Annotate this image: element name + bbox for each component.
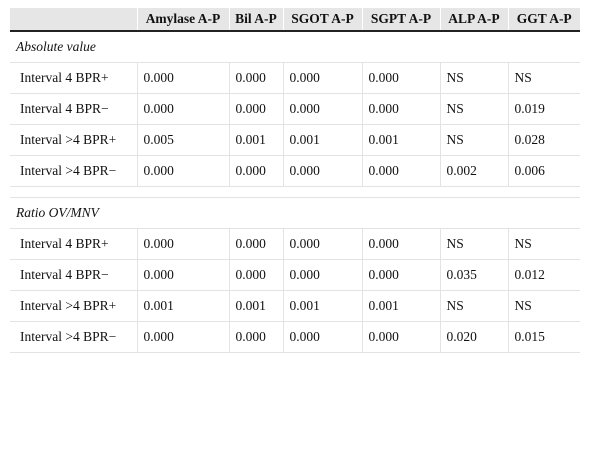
row-label: Interval 4 BPR− bbox=[20, 267, 109, 282]
data-row: Interval 4 BPR− 0.000 0.000 0.000 0.000 0.035… bbox=[10, 259, 580, 291]
value-cell: 0.006 bbox=[508, 155, 580, 187]
column-header: Bil A-P bbox=[229, 8, 284, 32]
value-cell: 0.001 bbox=[137, 290, 230, 322]
value-cell: 0.000 bbox=[137, 155, 230, 187]
section-title: Ratio OV/MNV bbox=[10, 197, 580, 229]
value-cell: 0.000 bbox=[137, 228, 230, 260]
value-cell: 0.000 bbox=[283, 321, 363, 353]
row-label: Interval 4 BPR− bbox=[20, 101, 109, 116]
value-cell: 0.035 bbox=[440, 259, 509, 291]
section-row: Ratio OV/MNV bbox=[10, 197, 580, 229]
data-row: Interval >4 BPR− 0.000 0.000 0.000 0.000 0.00… bbox=[10, 155, 580, 187]
value-cell: 0.000 bbox=[362, 155, 441, 187]
value-cell: 0.001 bbox=[283, 290, 363, 322]
data-row: Interval 4 BPR+ 0.000 0.000 0.000 0.000 NS NS bbox=[10, 62, 580, 94]
row-label-cell: Interval 4 BPR− bbox=[10, 259, 138, 291]
column-header: SGOT A-P bbox=[283, 8, 363, 32]
row-label: Interval >4 BPR− bbox=[20, 329, 117, 344]
data-table: Amylase A-P Bil A-P SGOT A-P SGPT A-P ALP A-… bbox=[10, 8, 580, 353]
column-header: GGT A-P bbox=[508, 8, 580, 32]
value-cell: 0.019 bbox=[508, 93, 580, 125]
value-cell: 0.000 bbox=[283, 228, 363, 260]
data-row: Interval >4 BPR+ 0.005 0.001 0.001 0.001 NS 0.… bbox=[10, 124, 580, 156]
row-label-cell: Interval 4 BPR+ bbox=[10, 228, 138, 260]
value-cell: 0.005 bbox=[137, 124, 230, 156]
value-cell: 0.020 bbox=[440, 321, 509, 353]
value-cell: 0.000 bbox=[362, 93, 441, 125]
value-cell: 0.000 bbox=[362, 259, 441, 291]
spacer-row bbox=[10, 186, 580, 198]
row-label-cell: Interval 4 BPR+ bbox=[10, 62, 138, 94]
value-cell: 0.001 bbox=[229, 124, 284, 156]
value-cell: 0.015 bbox=[508, 321, 580, 353]
section-row: Absolute value bbox=[10, 31, 580, 63]
row-label: Interval 4 BPR+ bbox=[20, 236, 109, 251]
value-cell: 0.001 bbox=[283, 124, 363, 156]
value-cell: 0.000 bbox=[283, 259, 363, 291]
value-cell: 0.000 bbox=[137, 62, 230, 94]
value-cell: NS bbox=[508, 290, 580, 322]
value-cell: NS bbox=[440, 62, 509, 94]
value-cell: 0.000 bbox=[229, 93, 284, 125]
row-label-cell: Interval >4 BPR− bbox=[10, 321, 138, 353]
value-cell: 0.000 bbox=[283, 93, 363, 125]
row-label: Interval >4 BPR+ bbox=[20, 132, 117, 147]
data-row: Interval 4 BPR+ 0.000 0.000 0.000 0.000 NS NS bbox=[10, 228, 580, 260]
value-cell: 0.028 bbox=[508, 124, 580, 156]
row-label-cell: Interval >4 BPR+ bbox=[10, 290, 138, 322]
spacer-cell bbox=[10, 186, 580, 198]
value-cell: 0.000 bbox=[137, 321, 230, 353]
value-cell: NS bbox=[508, 62, 580, 94]
value-cell: 0.012 bbox=[508, 259, 580, 291]
value-cell: 0.001 bbox=[362, 290, 441, 322]
value-cell: 0.001 bbox=[229, 290, 284, 322]
value-cell: NS bbox=[440, 93, 509, 125]
value-cell: 0.000 bbox=[283, 155, 363, 187]
row-label: Interval >4 BPR− bbox=[20, 163, 117, 178]
value-cell: NS bbox=[440, 124, 509, 156]
row-label-cell: Interval >4 BPR+ bbox=[10, 124, 138, 156]
value-cell: NS bbox=[440, 290, 509, 322]
value-cell: 0.000 bbox=[362, 62, 441, 94]
column-header: SGPT A-P bbox=[362, 8, 441, 32]
value-cell: 0.000 bbox=[283, 62, 363, 94]
column-header: ALP A-P bbox=[440, 8, 509, 32]
row-label: Interval 4 BPR+ bbox=[20, 70, 109, 85]
value-cell: 0.000 bbox=[229, 62, 284, 94]
data-row: Interval >4 BPR+ 0.001 0.001 0.001 0.001 NS NS bbox=[10, 290, 580, 322]
section-title: Absolute value bbox=[10, 31, 580, 63]
column-header: Amylase A-P bbox=[137, 8, 230, 32]
row-label-cell: Interval >4 BPR− bbox=[10, 155, 138, 187]
value-cell: 0.000 bbox=[229, 228, 284, 260]
value-cell: 0.000 bbox=[137, 93, 230, 125]
data-row: Interval 4 BPR− 0.000 0.000 0.000 0.000 NS 0.0… bbox=[10, 93, 580, 125]
value-cell: 0.001 bbox=[362, 124, 441, 156]
table-header: Amylase A-P Bil A-P SGOT A-P SGPT A-P ALP A-… bbox=[10, 8, 580, 32]
data-row: Interval >4 BPR− 0.000 0.000 0.000 0.000 0.02… bbox=[10, 321, 580, 353]
value-cell: 0.002 bbox=[440, 155, 509, 187]
header-cell bbox=[10, 8, 138, 32]
value-cell: NS bbox=[440, 228, 509, 260]
value-cell: 0.000 bbox=[229, 155, 284, 187]
value-cell: 0.000 bbox=[229, 321, 284, 353]
value-cell: 0.000 bbox=[229, 259, 284, 291]
value-cell: NS bbox=[508, 228, 580, 260]
row-label: Interval >4 BPR+ bbox=[20, 298, 117, 313]
row-label-cell: Interval 4 BPR− bbox=[10, 93, 138, 125]
value-cell: 0.000 bbox=[137, 259, 230, 291]
value-cell: 0.000 bbox=[362, 321, 441, 353]
value-cell: 0.000 bbox=[362, 228, 441, 260]
table-body: Absolute value Interval 4 BPR+ 0.000 0.000 0… bbox=[10, 31, 580, 353]
